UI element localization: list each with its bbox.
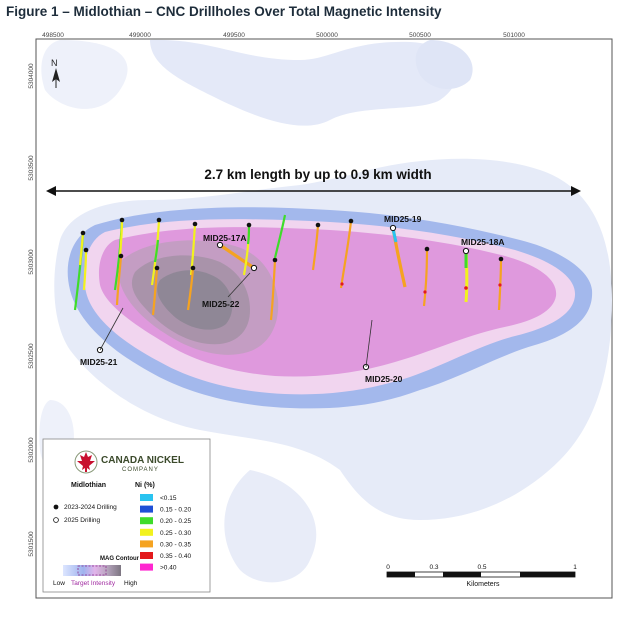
company-subline: COMPANY bbox=[122, 467, 159, 473]
scale-tick-label: 1 bbox=[573, 564, 577, 571]
scale-unit: Kilometers bbox=[466, 581, 500, 588]
figure-title: Figure 1 – Midlothian – CNC Drillholes O… bbox=[6, 4, 442, 19]
northing-tick-label: 5302000 bbox=[28, 437, 35, 463]
easting-tick-label: 499500 bbox=[223, 32, 245, 39]
easting-tick-labels: 498500 499000 499500 500000 500500 501000 bbox=[42, 32, 525, 39]
northing-tick-label: 5303500 bbox=[28, 155, 35, 181]
company-name: CANADA NICKEL bbox=[101, 455, 184, 466]
dimension-label: 2.7 km length by up to 0.9 km width bbox=[204, 167, 431, 182]
drillholes bbox=[73, 214, 504, 371]
drilling-2023-2024-symbol bbox=[53, 504, 59, 510]
scale-tick-label: 0 bbox=[386, 564, 390, 571]
hole-labels: MID25-17A MID25-22 MID25-21 MID25-19 MID… bbox=[80, 214, 504, 384]
ni-class-label: >0.40 bbox=[160, 565, 177, 572]
ni-class-list: <0.15 0.15 - 0.20 0.20 - 0.25 0.25 - 0.30 0.… bbox=[140, 494, 191, 572]
legend: CANADA NICKEL COMPANY Midlothian Ni (%) … bbox=[42, 438, 211, 593]
ni-class-swatch bbox=[140, 505, 153, 513]
label-mid25-19: MID25-19 bbox=[384, 214, 422, 224]
ni-class-label: 0.35 - 0.40 bbox=[160, 553, 191, 560]
mag-gradient-bar bbox=[63, 565, 121, 576]
mag-high-label: High bbox=[124, 580, 138, 587]
northing-tick-label: 5303000 bbox=[28, 249, 35, 275]
ni-class-swatch bbox=[140, 494, 153, 501]
drillhole-trace-mid25-17a bbox=[216, 241, 258, 272]
drillhole-trace bbox=[115, 253, 124, 306]
mag-contour-title: MAG Contour bbox=[100, 556, 140, 562]
label-mid25-18a: MID25-18A bbox=[461, 237, 504, 247]
ni-class-swatch bbox=[140, 517, 153, 525]
drillhole-trace bbox=[242, 222, 252, 276]
easting-tick-label: 498500 bbox=[42, 32, 64, 39]
scale-tick-label: 0.5 bbox=[477, 564, 486, 571]
scale-tick-label: 0.3 bbox=[429, 564, 438, 571]
mag-contours bbox=[39, 39, 612, 583]
mag-target-box bbox=[77, 565, 107, 576]
drilling-2023-2024-label: 2023-2024 Drilling bbox=[64, 504, 117, 511]
scale-tick-labels: 0 0.3 0.5 1 bbox=[386, 564, 577, 571]
mag-target-label: Target Intensity bbox=[71, 580, 116, 587]
label-mid25-22: MID25-22 bbox=[202, 299, 240, 309]
label-mid25-20: MID25-20 bbox=[365, 374, 403, 384]
drillhole-trace bbox=[339, 218, 354, 289]
maple-leaf-icon bbox=[74, 450, 98, 474]
northing-tick-label: 5304000 bbox=[28, 63, 35, 89]
ni-class-swatch bbox=[140, 563, 153, 571]
northing-tick-label: 5302500 bbox=[28, 343, 35, 369]
drillhole-trace-mid25-18a bbox=[462, 247, 470, 303]
drillhole-trace bbox=[311, 222, 321, 271]
drillhole-trace bbox=[73, 230, 86, 311]
drilling-2025-label: 2025 Drilling bbox=[64, 517, 101, 524]
northing-tick-labels: 5304000 5303500 5303000 5302500 5302000 53015… bbox=[28, 63, 35, 557]
drillhole-trace bbox=[422, 246, 430, 307]
ni-class-swatch bbox=[140, 540, 153, 548]
easting-tick-label: 499000 bbox=[129, 32, 151, 39]
ni-class-label: 0.25 - 0.30 bbox=[160, 530, 191, 537]
ni-class-label: 0.30 - 0.35 bbox=[160, 541, 191, 548]
scale-bar: 0 0.3 0.5 1 Kilometers bbox=[386, 564, 577, 588]
easting-tick-label: 500500 bbox=[409, 32, 431, 39]
ni-class-label: 0.20 - 0.25 bbox=[160, 518, 191, 525]
drillhole-trace bbox=[186, 265, 196, 311]
drillhole-trace bbox=[269, 257, 278, 321]
dimension-arrow bbox=[46, 186, 581, 196]
drillhole-trace bbox=[82, 247, 89, 291]
ni-class-label: <0.15 bbox=[160, 495, 177, 502]
ni-class-label: 0.15 - 0.20 bbox=[160, 507, 191, 514]
drillhole-trace bbox=[151, 265, 160, 316]
label-mid25-17a: MID25-17A bbox=[203, 233, 246, 243]
drillhole-trace bbox=[189, 221, 198, 276]
northing-tick-label: 5301500 bbox=[28, 531, 35, 557]
legend-ni-title: Ni (%) bbox=[135, 482, 155, 489]
mag-low-label: Low bbox=[53, 580, 65, 587]
easting-tick-label: 500000 bbox=[316, 32, 338, 39]
easting-tick-label: 501000 bbox=[503, 32, 525, 39]
drillhole-trace bbox=[497, 256, 504, 311]
north-label: N bbox=[51, 58, 58, 68]
drillhole-trace bbox=[273, 214, 287, 259]
ni-class-swatch bbox=[140, 528, 153, 536]
drillhole-trace bbox=[150, 217, 162, 286]
north-arrow: N bbox=[51, 58, 60, 88]
label-mid25-21: MID25-21 bbox=[80, 357, 118, 367]
drilling-2025-symbol bbox=[53, 517, 59, 523]
drillhole-trace bbox=[113, 217, 125, 291]
drillhole-trace-mid25-19 bbox=[389, 224, 407, 288]
ni-class-swatch bbox=[140, 552, 153, 559]
legend-section-title: Midlothian bbox=[71, 482, 106, 489]
